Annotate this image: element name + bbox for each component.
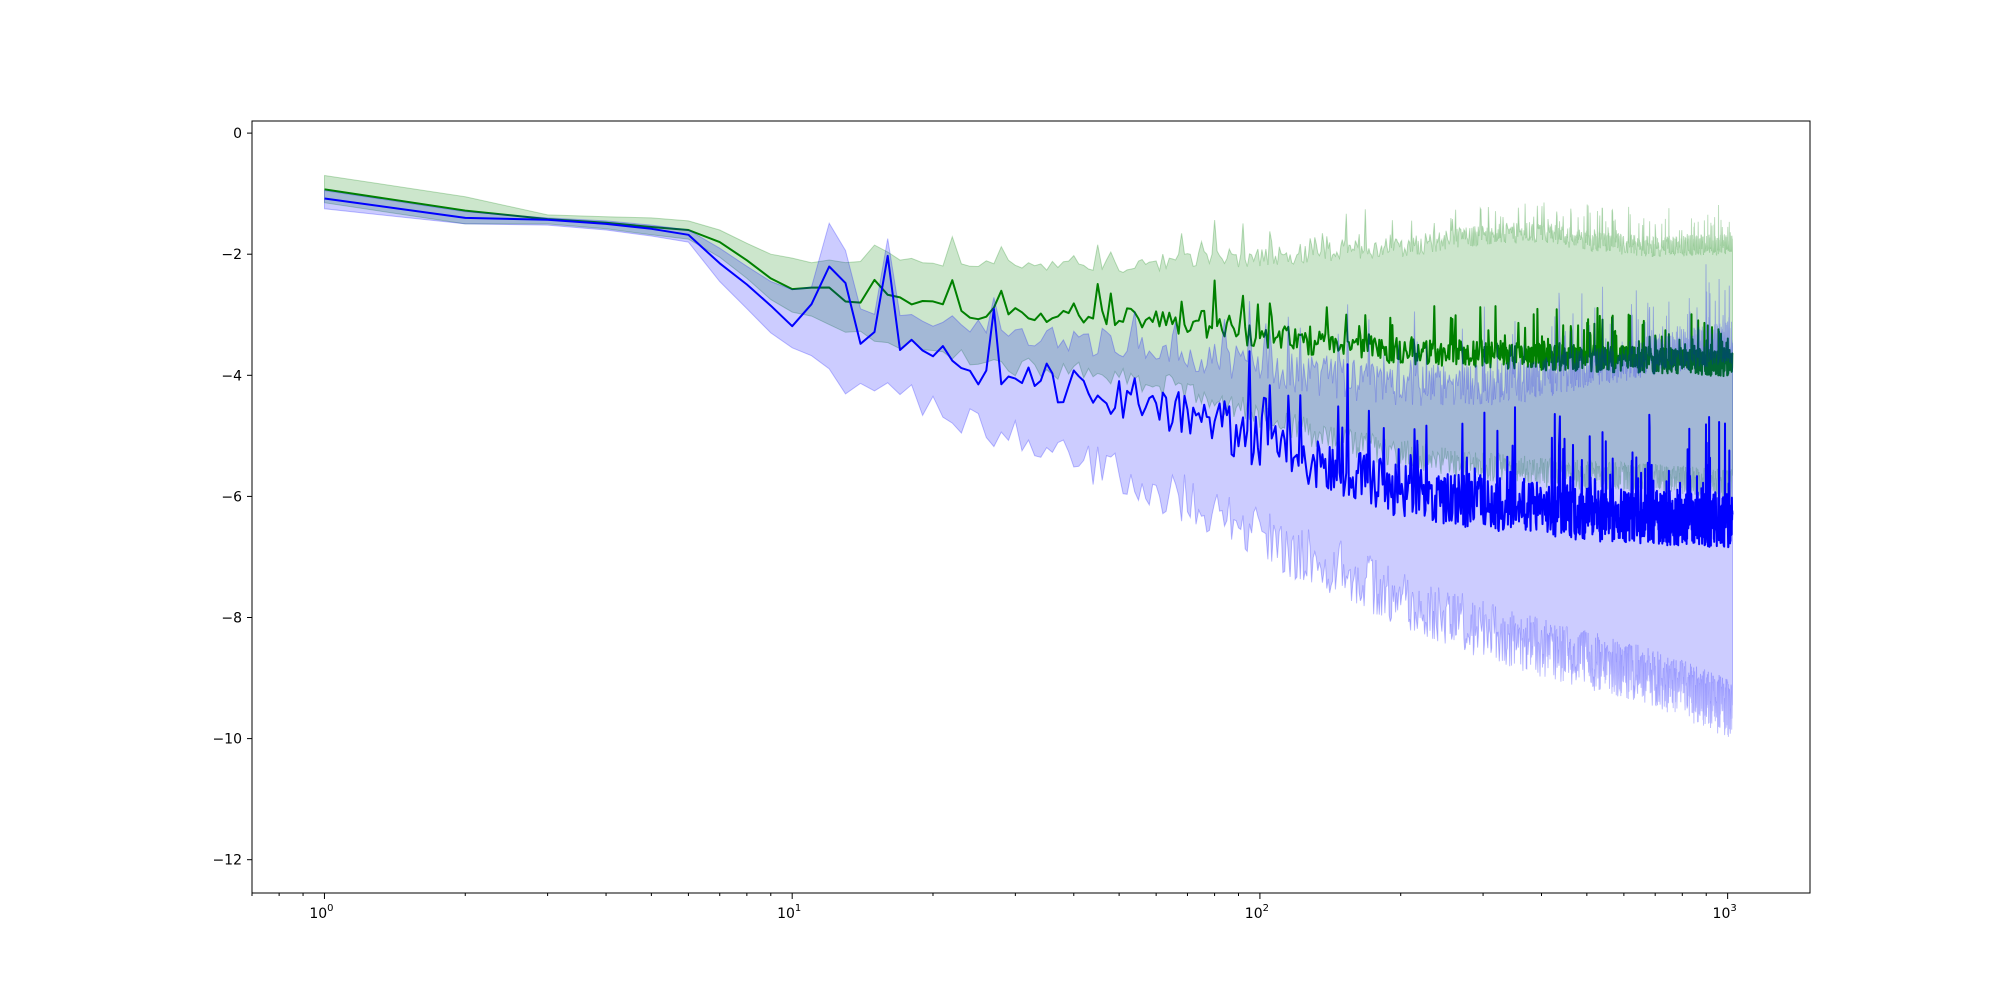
y-tick-label: 0 bbox=[233, 126, 242, 142]
x-tick-exponent: 3 bbox=[1730, 903, 1736, 914]
series-1-band bbox=[324, 190, 1733, 737]
series-layer bbox=[324, 174, 1734, 737]
x-tick-label: 100 bbox=[309, 903, 333, 922]
x-tick-base: 10 bbox=[1245, 906, 1263, 922]
x-axis: 100 101 102 103 bbox=[251, 893, 1737, 922]
y-axis: 0 −2 −4 −6 −8 −10 −12 bbox=[212, 126, 252, 869]
y-tick-label: −2 bbox=[221, 247, 242, 263]
x-tick-label: 103 bbox=[1713, 903, 1737, 922]
y-tick-label: −8 bbox=[221, 611, 242, 627]
x-tick-base: 10 bbox=[309, 906, 327, 922]
x-tick-exponent: 0 bbox=[327, 903, 333, 914]
x-tick-label: 101 bbox=[777, 903, 801, 922]
series-1-line bbox=[324, 197, 1734, 549]
x-tick-label: 102 bbox=[1245, 903, 1269, 922]
y-tick-label: −4 bbox=[221, 368, 242, 384]
y-tick-label: −10 bbox=[212, 732, 242, 748]
x-tick-base: 10 bbox=[777, 906, 795, 922]
series-0-line bbox=[324, 188, 1734, 378]
x-tick-exponent: 1 bbox=[795, 903, 801, 914]
axes-frame bbox=[251, 120, 1811, 894]
y-tick-label: −12 bbox=[212, 853, 242, 869]
series-0-band bbox=[324, 174, 1733, 499]
y-tick-label: −6 bbox=[221, 489, 242, 505]
plot-area bbox=[324, 174, 1734, 737]
x-tick-base: 10 bbox=[1713, 906, 1731, 922]
x-tick-exponent: 2 bbox=[1263, 903, 1269, 914]
